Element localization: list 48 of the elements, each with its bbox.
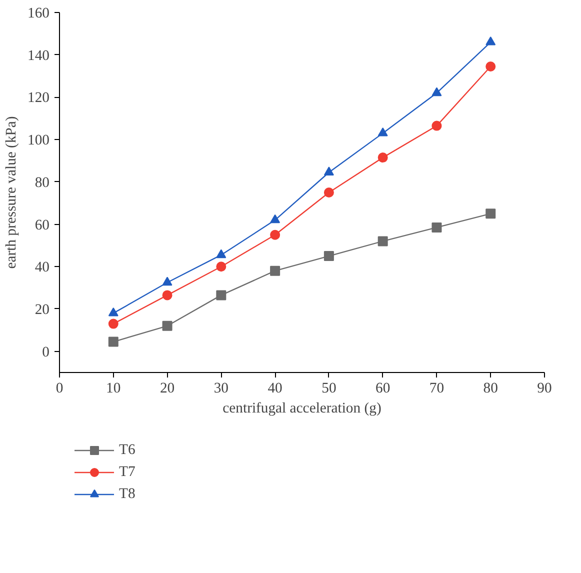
x-tick-label: 80: [483, 380, 498, 396]
point: [324, 166, 334, 176]
x-tick-label: 60: [376, 380, 390, 396]
point: [162, 320, 172, 331]
point: [432, 87, 442, 96]
x-tick-label: 30: [214, 380, 228, 396]
x-tick-label: 20: [160, 380, 175, 396]
point: [162, 276, 172, 286]
point: [432, 222, 442, 232]
point: [216, 290, 226, 300]
point: [216, 262, 226, 272]
x-tick-label: 50: [322, 380, 336, 396]
point: [486, 208, 496, 219]
x-tick-label: 90: [537, 380, 552, 396]
legend-label: T7: [119, 464, 136, 480]
x-tick-label: 40: [268, 380, 282, 396]
point: [378, 152, 388, 163]
y-tick-label: 100: [28, 132, 50, 149]
point: [216, 249, 226, 258]
legend-label: T6: [119, 442, 136, 458]
point: [162, 290, 172, 300]
y-tick-label: 80: [34, 174, 50, 191]
point: [486, 36, 496, 46]
point: [324, 188, 334, 198]
x-tick-label: 70: [429, 380, 444, 396]
y-tick-label: 120: [28, 90, 50, 106]
y-tick-label: 40: [34, 260, 50, 276]
point: [270, 230, 280, 240]
point: [378, 236, 388, 246]
point: [486, 62, 496, 72]
x-tick-label: 0: [56, 380, 64, 396]
y-tick-label: 20: [34, 302, 50, 318]
y-tick-label: 60: [34, 217, 50, 234]
point: [108, 318, 118, 329]
y-tick-label: 160: [28, 6, 50, 22]
point: [270, 266, 280, 276]
y-tick-label: 0: [42, 344, 50, 360]
legend-label: T8: [119, 486, 136, 502]
point: [432, 120, 442, 131]
x-tick-label: 10: [106, 380, 121, 396]
point: [270, 214, 280, 224]
y-axis-title: earth pressure value (kPa): [4, 116, 20, 269]
point: [108, 336, 118, 347]
y-tick-label: 140: [28, 48, 50, 64]
point: [108, 308, 118, 316]
x-axis-title: centrifugal acceleration (g): [222, 400, 382, 416]
point: [324, 251, 334, 262]
point: [378, 128, 388, 136]
